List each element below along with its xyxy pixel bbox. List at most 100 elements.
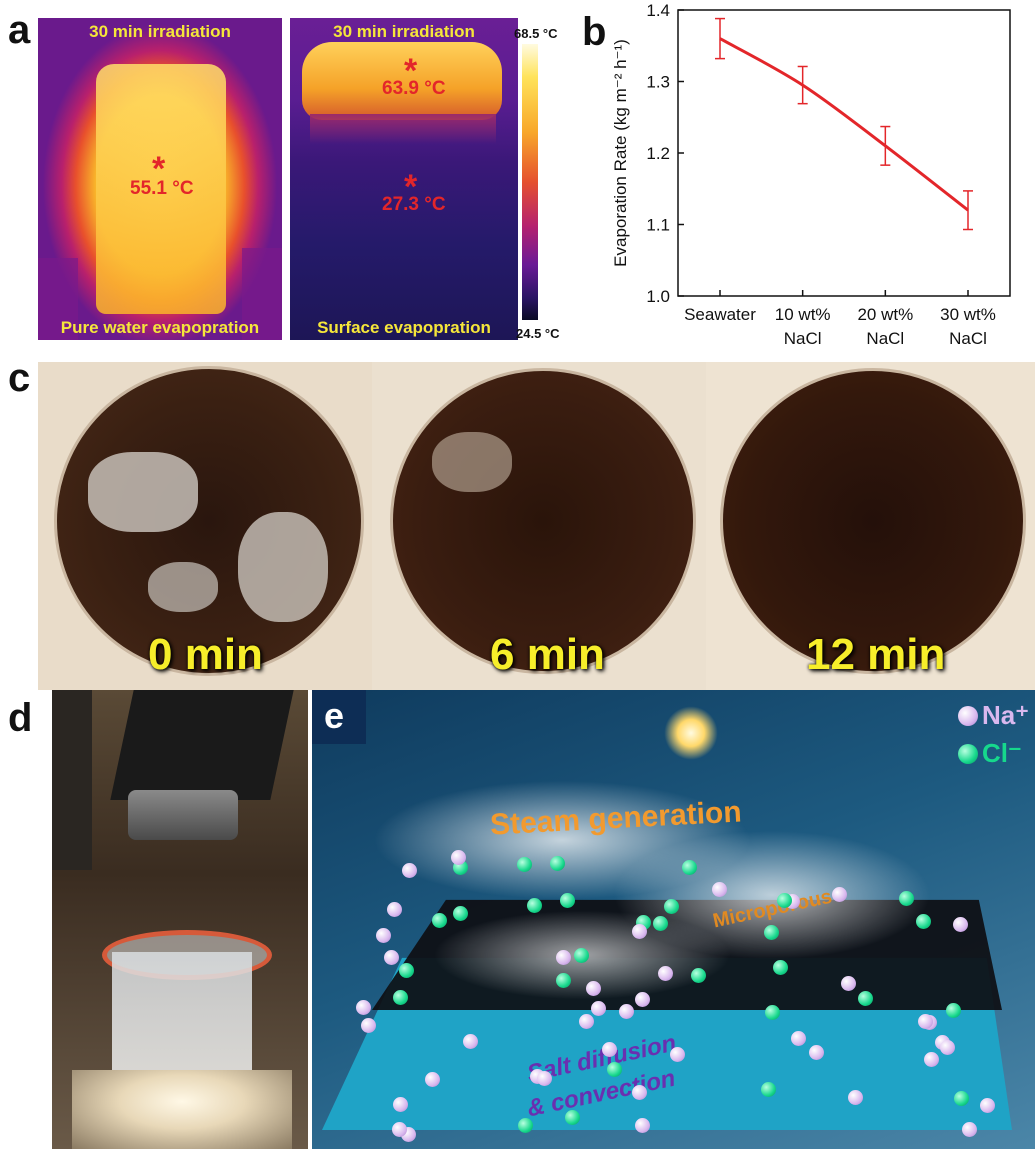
cl-ion	[398, 962, 414, 978]
thermal-image-pure-water: 30 min irradiation * 55.1 °C Pure water …	[38, 18, 282, 340]
x-tick-label: 30 wt%	[940, 305, 996, 324]
cl-ion-legend-label: Cl⁻	[982, 738, 1022, 768]
hotspot-marker-top: *	[404, 52, 418, 90]
cl-ion	[858, 990, 874, 1006]
na-ion	[450, 850, 466, 866]
salt-diffusion-schematic: e Na⁺ Cl⁻ Steam generation Microporous S…	[312, 690, 1035, 1149]
na-ion	[924, 1052, 940, 1068]
cl-ion	[690, 968, 706, 984]
cl-ion	[761, 1082, 777, 1098]
na-ion	[585, 980, 601, 996]
x-tick-label: NaCl	[866, 329, 904, 348]
cl-ion-legend-marker	[958, 744, 978, 764]
x-tick-label: NaCl	[784, 329, 822, 348]
panel-label-d: d	[8, 696, 33, 740]
na-ion	[618, 1004, 634, 1020]
hotspot-marker-bottom: *	[404, 168, 418, 206]
na-ion	[392, 1096, 408, 1112]
y-tick-label: 1.1	[646, 216, 670, 235]
cl-ion	[549, 856, 565, 872]
cl-ion	[772, 959, 788, 975]
na-ion	[537, 1071, 553, 1087]
na-ion	[635, 1117, 651, 1133]
na-ion	[832, 886, 848, 902]
panel-label-e: e	[324, 695, 345, 736]
na-ion	[590, 1001, 606, 1017]
na-ion	[391, 1122, 407, 1138]
cl-ion	[763, 925, 779, 941]
plot-frame	[677, 9, 1011, 297]
cl-ion	[764, 1005, 780, 1021]
panel-label-a: a	[8, 8, 31, 52]
y-tick-label: 1.4	[646, 1, 670, 20]
cl-ion	[915, 914, 931, 930]
na-ion	[917, 1014, 933, 1030]
thermal-caption-bottom: Pure water evapopration	[60, 318, 260, 337]
na-ion-legend-marker	[958, 706, 978, 726]
x-tick-label: 10 wt%	[775, 305, 831, 324]
cl-ion	[652, 916, 668, 932]
na-ion	[961, 1121, 977, 1137]
temperature-readout-top: 63.9 °C	[382, 78, 446, 99]
cl-ion	[681, 859, 697, 875]
time-label: 6 min	[490, 630, 605, 679]
cl-ion	[898, 890, 914, 906]
salt-photo-0min: 0 min	[38, 362, 372, 690]
cl-ion	[607, 1062, 623, 1078]
colorbar	[522, 44, 538, 320]
na-ion	[387, 902, 403, 918]
cl-ion	[527, 897, 543, 913]
na-ion	[791, 1031, 807, 1047]
na-ion	[841, 976, 857, 992]
experimental-setup-photo	[52, 690, 308, 1149]
colorbar-max-label: 68.5 °C	[514, 26, 558, 41]
evaporation-rate-chart: 1.0 1.1 1.2 1.3 1.4 Seawater 10 wt% NaCl 20 wt% N…	[611, 1, 1011, 348]
x-tick-label: 20 wt%	[857, 305, 913, 324]
na-ion	[940, 1039, 956, 1055]
na-ion	[631, 923, 647, 939]
thermal-image-surface: 30 min irradiation * 63.9 °C * 27.3 °C S…	[290, 18, 518, 340]
y-tick-label: 1.2	[646, 144, 670, 163]
thermal-caption-bottom: Surface evapopration	[317, 318, 491, 337]
cl-ion	[556, 972, 572, 988]
panel-label-c: c	[8, 356, 31, 400]
series-line	[719, 37, 969, 212]
na-ion	[355, 1000, 371, 1016]
thermal-caption-top: 30 min irradiation	[333, 22, 475, 41]
hotspot-marker: *	[152, 150, 166, 188]
x-tick-label: NaCl	[949, 329, 987, 348]
y-tick-label: 1.3	[646, 73, 670, 92]
na-ion	[847, 1090, 863, 1106]
cl-ion	[953, 1090, 969, 1106]
na-ion	[376, 928, 392, 944]
na-ion	[808, 1045, 824, 1061]
na-ion	[712, 882, 728, 898]
cl-ion	[516, 856, 532, 872]
y-tick-label: 1.0	[646, 287, 670, 306]
colorbar-min-label: 24.5 °C	[516, 326, 560, 341]
temperature-readout-bottom: 27.3 °C	[382, 194, 446, 215]
na-ion	[631, 1084, 647, 1100]
cl-ion	[392, 989, 408, 1005]
na-ion	[361, 1018, 377, 1034]
cl-ion	[431, 912, 447, 928]
na-ion	[463, 1034, 479, 1050]
cl-ion	[564, 1110, 580, 1126]
time-label: 12 min	[806, 630, 946, 679]
cl-ion	[560, 893, 576, 908]
time-label: 0 min	[148, 630, 263, 679]
cl-ion	[945, 1002, 961, 1018]
na-ion	[601, 1042, 617, 1058]
na-ion	[953, 916, 969, 932]
panel-label-b: b	[582, 10, 607, 54]
x-tick-label: Seawater	[684, 305, 756, 324]
sun-icon	[664, 706, 718, 760]
salt-photo-6min: 6 min	[372, 362, 706, 690]
na-ion	[424, 1072, 440, 1088]
na-ion-legend-label: Na⁺	[982, 700, 1029, 730]
y-axis-label: Evaporation Rate (kg m⁻² h⁻¹)	[611, 39, 630, 267]
na-ion	[670, 1046, 686, 1062]
cl-ion	[453, 906, 469, 922]
thermal-caption-top: 30 min irradiation	[89, 22, 231, 41]
cl-ion	[776, 893, 792, 909]
